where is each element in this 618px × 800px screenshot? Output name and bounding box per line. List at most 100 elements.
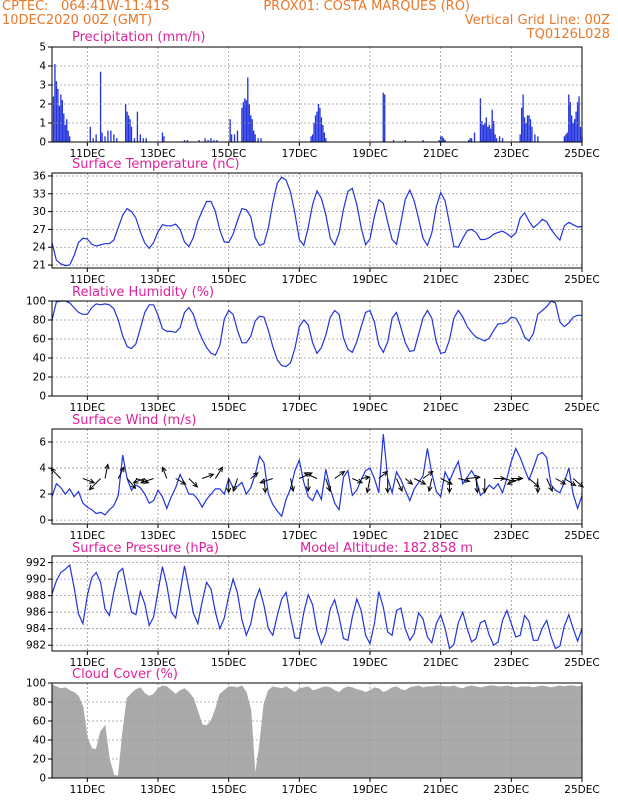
precip-bar [482, 124, 485, 142]
panel-title: Surface Wind (m/s) [72, 413, 196, 428]
panel-frame [51, 46, 583, 143]
wind-vector-head [382, 470, 389, 477]
wind-vector [546, 478, 553, 493]
wind-vector [352, 478, 364, 484]
precip-bar [526, 115, 529, 142]
y-tick-label: 992 [26, 557, 46, 569]
header-source-line: CPTEC: 064:41W-11:41S [2, 0, 169, 14]
wind-vector-head [132, 478, 139, 484]
y-tick-label: 986 [26, 607, 46, 619]
x-tick-label: 15DEC [211, 657, 246, 669]
x-tick-label: 17DEC [282, 274, 317, 286]
precip-bar [573, 119, 576, 142]
wind-vector-head [548, 486, 553, 493]
wind-vector-head [252, 472, 259, 478]
precip-bar [473, 132, 476, 142]
precip-bar [320, 117, 323, 142]
wind-vector-shaft [299, 472, 313, 479]
precip-bar [484, 123, 486, 142]
wind-vector [82, 478, 96, 484]
wind-vector-shaft [475, 478, 478, 493]
precip-bar [204, 138, 206, 142]
precip-bar [576, 102, 579, 142]
precip-bar [422, 140, 424, 142]
wind-vector-head [420, 479, 427, 485]
precip-bar [311, 134, 314, 142]
wind-vector-shaft [467, 476, 480, 479]
precip-bar [323, 132, 326, 142]
y-tick-label: 6 [39, 437, 46, 449]
wind-vector-head [303, 472, 310, 478]
x-tick-label: 25DEC [564, 148, 599, 160]
wind-vector-shaft [528, 478, 540, 488]
precip-bar [316, 111, 318, 142]
x-tick-label: 21DEC [423, 274, 458, 286]
wind-vector [117, 466, 125, 479]
precip-bar [578, 96, 580, 142]
wind-vector-shaft [325, 478, 331, 492]
y-tick-label: 984 [26, 623, 46, 635]
wind-vector-head [357, 478, 364, 484]
precip-bar [61, 100, 63, 142]
wind-vector-shaft [202, 473, 214, 479]
y-tick-label: 988 [26, 590, 46, 602]
precip-bar [404, 140, 406, 142]
precip-bar [110, 130, 112, 142]
precip-bar [104, 136, 106, 142]
series-line [51, 434, 583, 518]
y-tick-label: 40 [33, 735, 46, 747]
precip-bar [488, 124, 490, 142]
precip-bar [441, 136, 443, 142]
wind-vector-shaft [126, 478, 136, 489]
y-tick-label: 80 [33, 315, 46, 327]
x-tick-label: 25DEC [564, 657, 599, 669]
wind-vector-shaft [378, 471, 388, 479]
precip-bar [241, 107, 243, 142]
wind-vector-head [259, 478, 266, 484]
precip-bar [569, 102, 571, 142]
precip-bar [116, 138, 118, 142]
precip-bar [89, 126, 91, 142]
header-grid-note: Vertical Grid Line: 00Z [464, 13, 610, 28]
precip-bar [442, 138, 445, 142]
x-tick-label: 11DEC [70, 402, 105, 414]
precip-bar [161, 132, 164, 142]
wind-vector [289, 478, 295, 493]
precip-bar [494, 134, 496, 142]
wind-vector-head [474, 474, 481, 481]
precip-bar [523, 117, 526, 142]
x-tick-label: 17DEC [282, 657, 317, 669]
wind-vector [564, 478, 577, 487]
precip-bar [520, 107, 523, 142]
precip-bar [57, 88, 59, 142]
wind-vector-shaft [188, 478, 198, 488]
wind-vector-head [232, 486, 238, 493]
wind-vector-head [482, 487, 488, 494]
precip-bar [392, 140, 395, 142]
y-tick-label: 100 [26, 296, 46, 308]
wind-vector-shaft [458, 478, 470, 482]
header-source: CPTEC: [2, 0, 49, 14]
precip-bar [467, 140, 470, 142]
x-tick-label: 25DEC [564, 530, 599, 542]
precip-bar [52, 96, 55, 142]
wind-vector [474, 478, 480, 494]
header-model: TQ0126L028 [526, 27, 610, 42]
wind-vector [511, 475, 524, 482]
x-tick-label: 23DEC [494, 148, 529, 160]
x-tick-label: 17DEC [282, 784, 317, 796]
panel-title: Precipitation (mm/h) [72, 30, 205, 45]
x-tick-label: 25DEC [564, 274, 599, 286]
y-tick-label: 982 [26, 640, 46, 652]
precip-bar [254, 134, 256, 142]
x-tick-label: 23DEC [494, 784, 529, 796]
wind-vector-head [104, 463, 110, 470]
panel-6: Cloud Cover (%) 0 20 40 60 80 100 11DEC 13DEC 15D… [26, 667, 600, 796]
wind-vector-shaft [133, 478, 145, 484]
precip-bar [487, 126, 489, 142]
wind-vector [132, 478, 145, 484]
x-tick-label: 19DEC [352, 148, 387, 160]
wind-vector-shaft [546, 478, 553, 492]
precip-bar [136, 111, 139, 142]
precip-bar [537, 136, 539, 142]
